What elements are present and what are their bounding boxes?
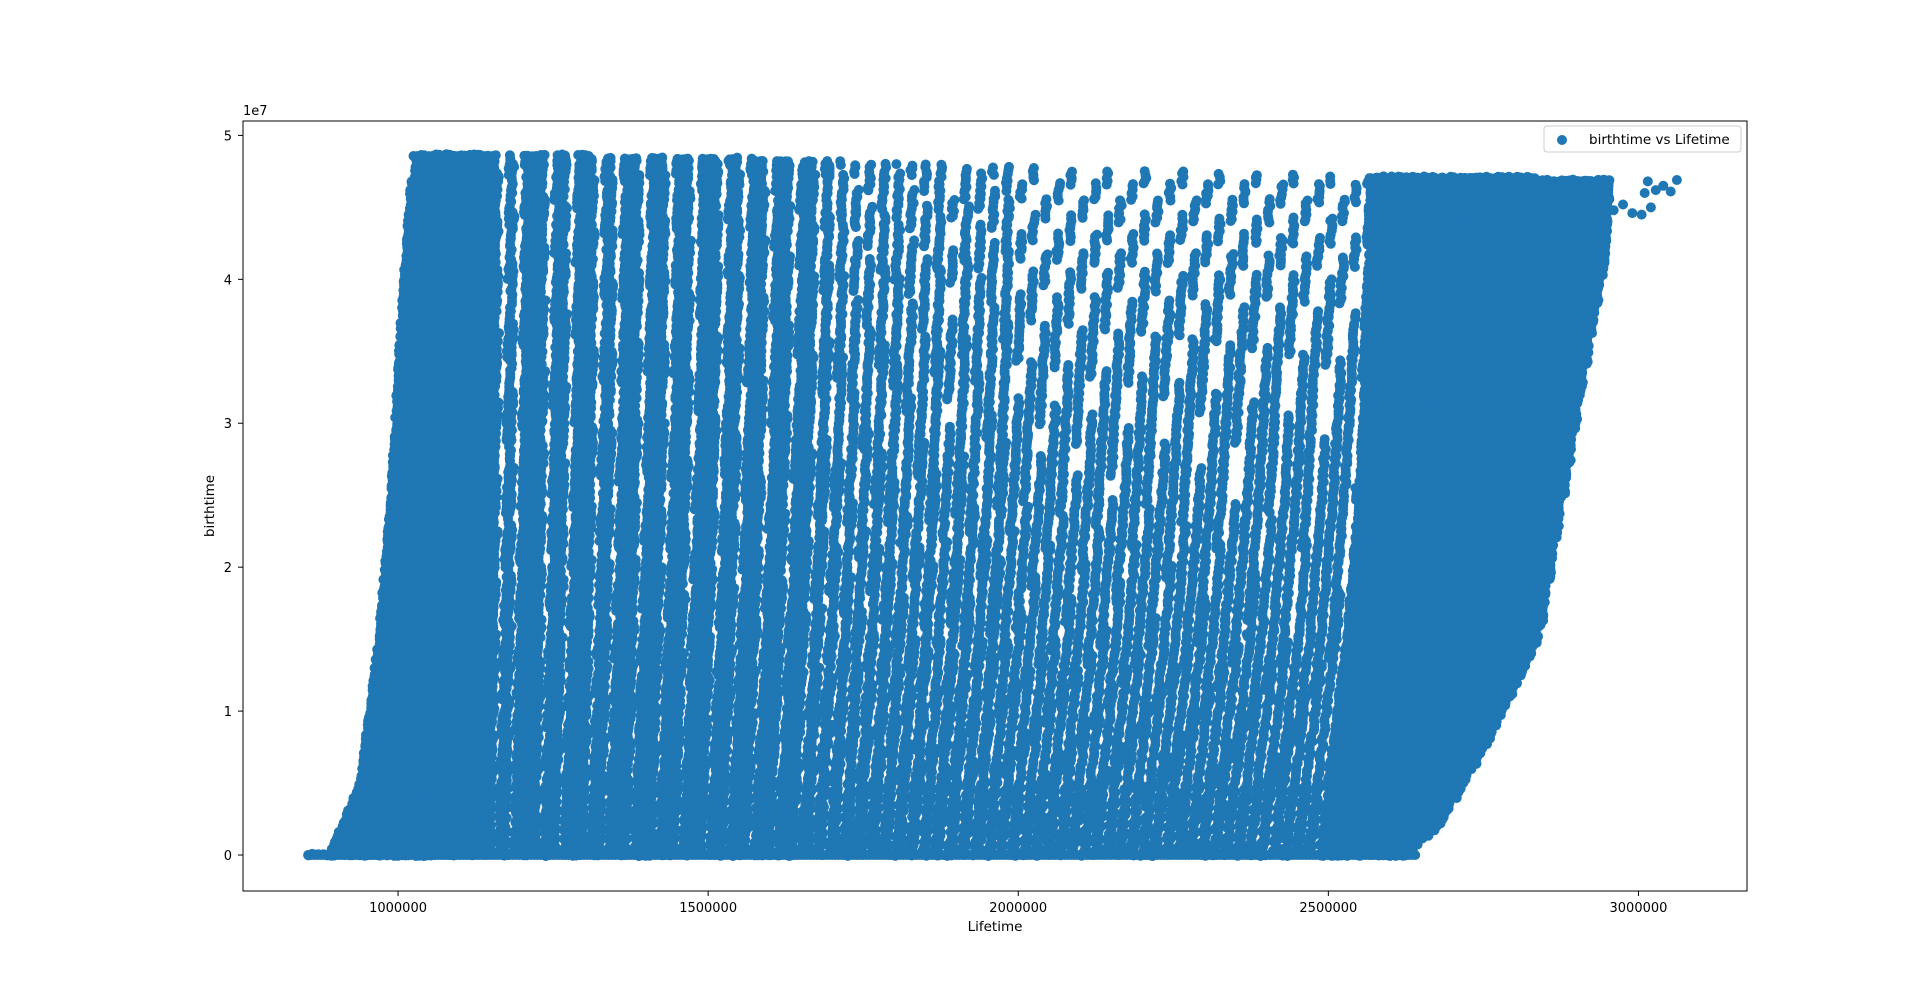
scatter-points <box>303 149 1614 861</box>
